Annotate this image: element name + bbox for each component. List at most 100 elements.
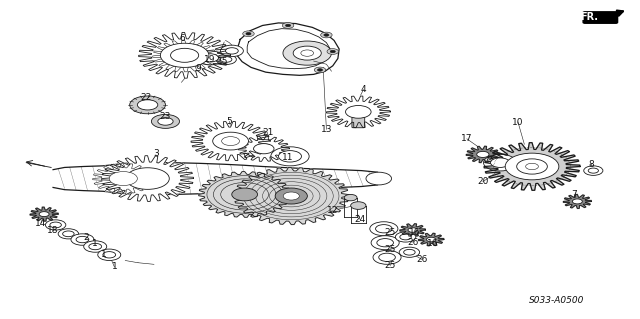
Circle shape bbox=[284, 192, 300, 200]
Circle shape bbox=[293, 46, 321, 60]
Circle shape bbox=[243, 31, 254, 37]
Circle shape bbox=[171, 48, 198, 62]
Circle shape bbox=[130, 96, 166, 114]
Circle shape bbox=[525, 163, 538, 170]
Text: 9: 9 bbox=[196, 64, 202, 73]
Circle shape bbox=[158, 118, 173, 125]
Circle shape bbox=[344, 195, 357, 201]
Circle shape bbox=[220, 56, 232, 62]
Circle shape bbox=[221, 137, 239, 145]
Circle shape bbox=[376, 225, 392, 233]
Circle shape bbox=[152, 115, 179, 128]
Circle shape bbox=[71, 234, 94, 245]
Text: 15: 15 bbox=[217, 56, 228, 65]
Text: 22: 22 bbox=[141, 93, 152, 102]
Circle shape bbox=[396, 232, 416, 242]
Circle shape bbox=[351, 202, 366, 209]
Text: 1: 1 bbox=[101, 250, 107, 259]
Circle shape bbox=[373, 250, 401, 264]
Text: 23: 23 bbox=[160, 112, 171, 121]
Circle shape bbox=[103, 252, 116, 258]
Circle shape bbox=[408, 228, 417, 232]
Polygon shape bbox=[234, 167, 349, 225]
Text: 4: 4 bbox=[360, 85, 366, 94]
Text: 26: 26 bbox=[407, 238, 419, 247]
Circle shape bbox=[196, 51, 224, 65]
Text: 25: 25 bbox=[385, 228, 396, 237]
Text: 6: 6 bbox=[180, 34, 186, 43]
Circle shape bbox=[366, 172, 392, 185]
Circle shape bbox=[283, 41, 332, 65]
Circle shape bbox=[505, 153, 559, 180]
Circle shape bbox=[278, 151, 301, 162]
Circle shape bbox=[109, 172, 138, 186]
Polygon shape bbox=[153, 40, 216, 72]
Text: 1: 1 bbox=[92, 239, 98, 248]
Circle shape bbox=[371, 236, 399, 250]
Polygon shape bbox=[563, 195, 591, 208]
Circle shape bbox=[212, 132, 248, 150]
Text: 5: 5 bbox=[227, 117, 232, 126]
Circle shape bbox=[253, 144, 274, 154]
Circle shape bbox=[588, 168, 598, 173]
Circle shape bbox=[314, 67, 326, 73]
Circle shape bbox=[490, 158, 509, 167]
Circle shape bbox=[76, 236, 89, 243]
Circle shape bbox=[584, 166, 603, 175]
Polygon shape bbox=[238, 136, 289, 161]
Text: 17: 17 bbox=[461, 134, 472, 143]
Circle shape bbox=[483, 154, 516, 171]
Circle shape bbox=[84, 241, 107, 252]
Circle shape bbox=[275, 188, 307, 204]
Circle shape bbox=[477, 152, 489, 158]
Polygon shape bbox=[139, 33, 230, 78]
Text: 14: 14 bbox=[35, 219, 47, 227]
Text: 7: 7 bbox=[572, 190, 577, 199]
Polygon shape bbox=[467, 146, 499, 163]
Circle shape bbox=[285, 24, 291, 27]
Circle shape bbox=[282, 23, 294, 28]
FancyBboxPatch shape bbox=[583, 12, 618, 23]
Circle shape bbox=[161, 43, 209, 67]
Text: 2: 2 bbox=[83, 233, 89, 242]
Circle shape bbox=[138, 100, 158, 110]
Text: 24: 24 bbox=[355, 215, 366, 224]
Circle shape bbox=[58, 229, 79, 239]
Text: 25: 25 bbox=[385, 261, 396, 270]
Polygon shape bbox=[102, 156, 193, 201]
Text: FR.: FR. bbox=[580, 11, 598, 22]
Polygon shape bbox=[198, 172, 291, 217]
Circle shape bbox=[370, 222, 398, 236]
Circle shape bbox=[301, 50, 314, 56]
Circle shape bbox=[98, 249, 121, 261]
Polygon shape bbox=[419, 233, 444, 246]
Circle shape bbox=[89, 243, 102, 250]
Circle shape bbox=[404, 249, 415, 255]
Circle shape bbox=[63, 231, 74, 237]
Circle shape bbox=[271, 147, 309, 166]
Circle shape bbox=[202, 54, 218, 62]
Text: 25: 25 bbox=[385, 245, 396, 254]
Circle shape bbox=[346, 106, 371, 118]
Text: 12: 12 bbox=[327, 206, 339, 215]
Polygon shape bbox=[326, 96, 390, 128]
Polygon shape bbox=[400, 224, 426, 236]
Circle shape bbox=[377, 239, 394, 247]
Text: 3: 3 bbox=[153, 149, 159, 158]
Circle shape bbox=[400, 234, 412, 240]
Text: 1: 1 bbox=[111, 262, 117, 271]
Circle shape bbox=[330, 50, 335, 53]
Text: 10: 10 bbox=[512, 117, 524, 127]
Polygon shape bbox=[191, 122, 270, 161]
Circle shape bbox=[45, 220, 66, 230]
Circle shape bbox=[426, 237, 436, 242]
Circle shape bbox=[327, 49, 339, 54]
Text: 18: 18 bbox=[47, 226, 59, 235]
Text: 20: 20 bbox=[477, 177, 488, 186]
Text: S033-A0500: S033-A0500 bbox=[529, 296, 584, 305]
Circle shape bbox=[50, 222, 61, 228]
Circle shape bbox=[317, 69, 323, 71]
Text: 21: 21 bbox=[262, 128, 273, 137]
Circle shape bbox=[232, 188, 257, 201]
Circle shape bbox=[321, 32, 332, 38]
